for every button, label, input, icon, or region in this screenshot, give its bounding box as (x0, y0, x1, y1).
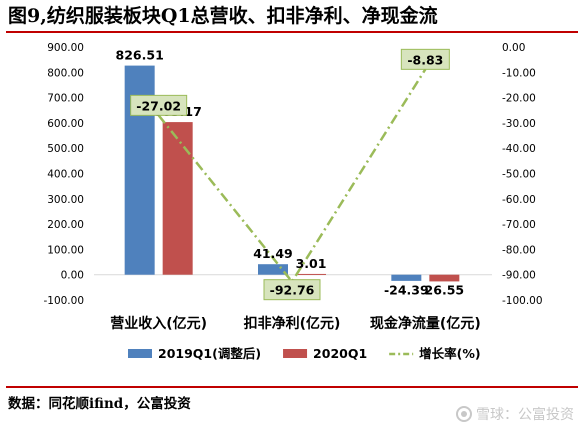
title-rule (6, 31, 578, 33)
bar-2020q1 (162, 122, 193, 275)
watermark-text: 雪球：公富投资 (476, 407, 574, 423)
right-axis-tick-label: -90.00 (502, 270, 536, 282)
legend-label: 2019Q1(调整后) (158, 346, 261, 361)
data-labels: 826.5141.49-24.39603.173.0126.55-27.02-9… (116, 48, 465, 301)
legend-label: 2020Q1 (313, 346, 367, 361)
bar-2020q1 (429, 274, 460, 282)
left-axis-tick-label: 800.00 (47, 67, 84, 79)
figure-title: 图9,纺织服装板块Q1总营收、扣非净利、净现金流 (8, 5, 438, 27)
bar-2020q1 (296, 273, 326, 275)
right-axis-tick-label: -10.00 (502, 67, 536, 79)
left-axis-tick-label: 200.00 (47, 219, 84, 231)
footer-rule (6, 386, 578, 388)
category-label: 现金净流量(亿元) (370, 315, 481, 332)
left-axis-tick-label: 300.00 (47, 194, 84, 206)
left-axis-tick-label: 500.00 (47, 143, 84, 155)
left-axis: 900.00 800.00 700.00 600.00 500.00 400.00 300.… (43, 42, 84, 307)
source-note: 数据：同花顺ifind，公富投资 (8, 396, 191, 412)
bar-2019q1 (258, 264, 288, 275)
growth-data-label: -8.83 (407, 52, 443, 67)
right-axis-tick-label: 0.00 (502, 42, 525, 54)
growth-label-box (400, 48, 450, 70)
left-axis-tick-label: 100.00 (47, 244, 84, 256)
left-axis-tick-label: 700.00 (47, 93, 84, 105)
left-axis-tick-label: -100.00 (43, 295, 84, 307)
right-axis-tick-label: -40.00 (502, 143, 536, 155)
growth-data-label: -92.76 (270, 283, 315, 298)
right-axis-tick-label: -70.00 (502, 219, 536, 231)
watermark: 雪球：公富投资 (456, 401, 574, 427)
right-axis-tick-label: -80.00 (502, 244, 536, 256)
legend-swatch (283, 349, 308, 358)
bar-data-label: 3.01 (296, 256, 327, 271)
category-labels: 营业收入(亿元) 扣非净利(亿元) 现金净流量(亿元) (110, 315, 480, 332)
left-axis-tick-label: 0.00 (61, 270, 84, 282)
growth-rate-line (157, 68, 427, 284)
bar-data-label: 26.55 (425, 283, 465, 298)
left-axis-tick-label: 400.00 (47, 169, 84, 181)
bar-data-label: 826.51 (116, 48, 164, 63)
bar-data-label: 41.49 (253, 246, 293, 261)
chart: 900.00 800.00 700.00 600.00 500.00 400.00 300.… (43, 42, 543, 361)
snowball-logo-icon (456, 406, 472, 422)
growth-label-box (130, 94, 188, 116)
right-axis-tick-label: -60.00 (502, 194, 536, 206)
category-label: 营业收入(亿元) (110, 315, 207, 332)
right-axis-tick-label: -20.00 (502, 93, 536, 105)
right-axis-tick-label: -30.00 (502, 118, 536, 130)
growth-label-box (263, 279, 321, 301)
left-axis-tick-label: 900.00 (47, 42, 84, 54)
legend-label: 增长率(%) (419, 346, 480, 361)
category-label: 扣非净利(亿元) (244, 315, 341, 332)
legend: 2019Q1(调整后) 2020Q1 增长率(%) (128, 346, 481, 361)
legend-swatch (128, 349, 152, 358)
bar-data-label: -24.39 (384, 283, 429, 298)
right-axis-tick-label: -100.00 (502, 295, 543, 307)
growth-data-label: -27.02 (136, 98, 181, 113)
right-axis-tick-label: -50.00 (502, 169, 536, 181)
right-axis: 0.00 -10.00 -20.00 -30.00 -40.00 -50.00 -60.00… (502, 42, 543, 307)
left-axis-tick-label: 600.00 (47, 118, 84, 130)
growth-line (157, 68, 427, 284)
bar-2019q1 (391, 274, 422, 281)
